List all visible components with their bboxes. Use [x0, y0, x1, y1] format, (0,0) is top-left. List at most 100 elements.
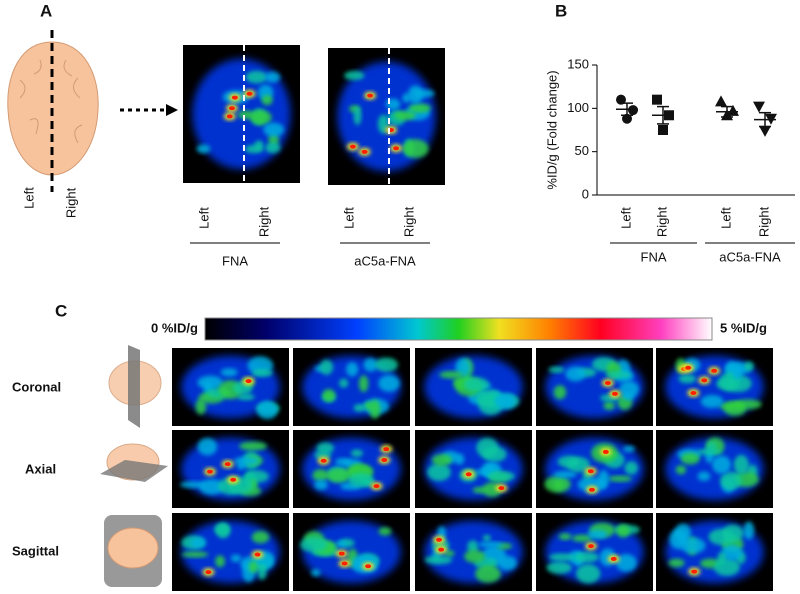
blob: [675, 465, 687, 475]
brain-right-label: Right: [63, 187, 78, 218]
y-tick-label: 0: [582, 186, 589, 201]
blob: [373, 484, 380, 489]
blob: [439, 371, 464, 379]
blob: [588, 544, 595, 549]
blob: [680, 452, 700, 465]
blob: [605, 371, 632, 379]
x-tick-label: Right: [756, 206, 771, 237]
blob: [498, 486, 505, 491]
heat-image: [656, 348, 773, 426]
blob: [720, 471, 742, 490]
blob: [722, 524, 744, 542]
panel-label: B: [555, 1, 567, 20]
blob: [574, 551, 599, 563]
blob: [610, 556, 617, 561]
heat-image: [656, 513, 773, 591]
blob: [402, 139, 429, 158]
blob: [369, 399, 381, 419]
point: [753, 101, 765, 113]
blob: [700, 394, 724, 408]
blob: [565, 366, 586, 382]
blob: [233, 456, 260, 465]
blob: [597, 470, 610, 489]
blob: [615, 554, 637, 572]
blob: [378, 527, 392, 536]
x-tick-label: Left: [618, 207, 633, 229]
blob: [602, 449, 609, 454]
blob: [381, 458, 388, 463]
blob: [248, 560, 258, 574]
scale-max-label: 5 %ID/g: [720, 320, 767, 335]
point: [765, 113, 777, 125]
blob: [691, 569, 698, 574]
row-label: Axial: [25, 461, 56, 476]
blob: [196, 144, 211, 154]
blob: [257, 563, 267, 580]
blob: [264, 71, 281, 83]
blob: [190, 537, 207, 549]
blob: [226, 114, 233, 119]
blob: [393, 110, 416, 121]
blob: [244, 144, 264, 154]
blob: [548, 366, 565, 373]
point: [616, 94, 626, 105]
blob: [711, 368, 718, 373]
blob: [572, 534, 593, 542]
x-tick-label: Left: [718, 207, 733, 229]
blob: [314, 479, 328, 491]
y-tick-label: 50: [575, 143, 589, 158]
blob: [721, 544, 743, 561]
point: [715, 95, 727, 107]
blob: [604, 380, 611, 385]
blob: [339, 378, 349, 388]
heat-blobs: [181, 520, 280, 584]
blob: [261, 95, 273, 106]
blob: [338, 551, 345, 556]
blob: [603, 401, 615, 411]
group-right-label: Right: [401, 206, 416, 237]
heat-image: [536, 430, 653, 508]
heat-blobs: [300, 520, 401, 584]
blob: [544, 475, 571, 493]
blob: [546, 561, 572, 574]
blob: [353, 106, 362, 126]
blob: [265, 142, 281, 154]
group-label: aC5a-FNA: [354, 253, 416, 268]
blob: [733, 454, 749, 475]
heat-image: [328, 48, 445, 185]
blob: [374, 357, 399, 372]
plane-icon: [100, 443, 168, 482]
heat-blobs: [665, 437, 764, 501]
heat-image: [415, 430, 532, 508]
blob: [344, 70, 365, 81]
blob: [348, 472, 374, 488]
heat-image: [172, 348, 289, 426]
blob: [685, 365, 692, 370]
blob: [680, 537, 706, 554]
blob: [548, 553, 575, 562]
blob: [205, 570, 212, 575]
scale-min-label: 0 %ID/g: [151, 320, 198, 335]
heat-blobs: [302, 355, 401, 419]
heat-blobs: [337, 61, 436, 172]
y-tick-label: 100: [567, 100, 589, 115]
heat-image: [415, 348, 532, 426]
blob: [732, 363, 743, 380]
blob: [314, 450, 332, 460]
blob: [668, 558, 685, 568]
blob: [407, 85, 424, 104]
heat-blobs: [424, 355, 523, 419]
panel-label: C: [55, 301, 67, 320]
blob: [350, 449, 363, 457]
blob: [465, 472, 472, 477]
blob: [558, 533, 572, 540]
y-axis-label: %ID/g (Fold change): [544, 70, 559, 189]
blob: [427, 463, 451, 482]
point: [628, 105, 638, 116]
point: [622, 113, 632, 124]
heat-blobs: [545, 520, 644, 584]
blob: [474, 468, 492, 476]
blob: [215, 555, 225, 568]
blob: [697, 471, 711, 481]
